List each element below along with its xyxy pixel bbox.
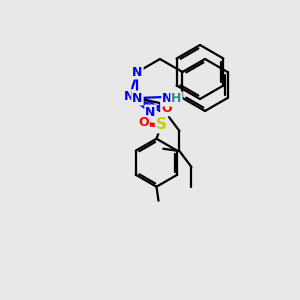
- Text: O: O: [138, 116, 149, 129]
- Text: O: O: [161, 102, 172, 115]
- Text: N: N: [124, 90, 135, 103]
- Text: N: N: [132, 65, 142, 79]
- Text: N: N: [145, 106, 156, 118]
- Text: N: N: [132, 92, 142, 104]
- Text: S: S: [156, 117, 167, 132]
- Text: H: H: [171, 92, 182, 106]
- Text: N: N: [162, 92, 172, 106]
